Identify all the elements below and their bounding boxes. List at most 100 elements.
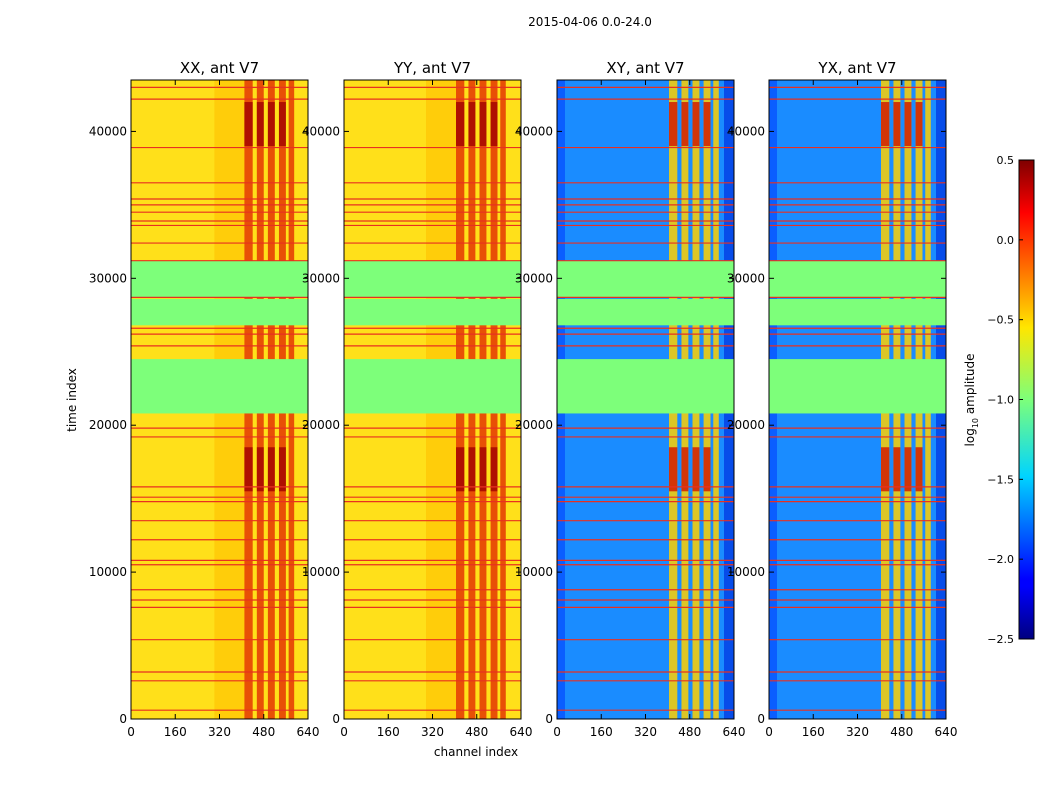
x-tick-label: 480: [465, 725, 488, 739]
strong-emission: [244, 447, 252, 491]
y-tick-label: 10000: [515, 565, 553, 579]
colorbar-tick-label: 0.0: [997, 234, 1015, 247]
colorbar-tick-label: −0.5: [987, 314, 1014, 327]
strong-emission: [905, 447, 912, 491]
strong-emission: [681, 447, 688, 491]
panel-2: XY, ant V7 0 160 320 480 640 0 10000 20000 30000 4…: [515, 59, 746, 739]
figure-title: 2015-04-06 0.0-24.0: [528, 15, 652, 29]
strong-emission: [693, 447, 700, 491]
x-tick-label: 160: [590, 725, 613, 739]
strong-emission: [893, 447, 900, 491]
flagged-band: [769, 359, 946, 413]
flagged-band: [344, 261, 521, 298]
y-tick-label: 40000: [302, 124, 340, 138]
y-tick-label: 20000: [515, 418, 553, 432]
colorbar-label-rest: amplitude: [963, 354, 977, 418]
x-tick-label: 640: [723, 725, 746, 739]
panel-title: YY, ant V7: [393, 59, 471, 77]
x-tick-label: 480: [252, 725, 275, 739]
strong-emission: [681, 102, 688, 146]
x-tick-label: 480: [678, 725, 701, 739]
strong-emission: [257, 447, 264, 491]
y-tick-label: 40000: [727, 124, 765, 138]
y-tick-label: 40000: [515, 124, 553, 138]
panel-1: YY, ant V7 0 160 320 480 640 0 10000 20000 30000 4…: [302, 59, 533, 739]
strong-emission: [279, 447, 286, 491]
y-axis-label: time index: [65, 368, 79, 432]
flagged-band: [131, 261, 308, 298]
x-tick-label: 160: [164, 725, 187, 739]
strong-emission: [468, 447, 475, 491]
strong-emission: [279, 102, 286, 146]
figure: 2015-04-06 0.0-24.0 XX, ant V7 0 160 320 480…: [0, 0, 1050, 800]
x-tick-label: 0: [765, 725, 773, 739]
colorbar-label-main: log: [963, 428, 977, 446]
x-tick-label: 320: [421, 725, 444, 739]
colorbar: 0.5 0.0 −0.5 −1.0 −1.5 −2.0 −2.5 log10 amplitud…: [963, 154, 1034, 646]
panel-title: XY, ant V7: [606, 59, 684, 77]
y-tick-label: 0: [119, 712, 127, 726]
strong-emission: [480, 102, 487, 146]
strong-emission: [491, 447, 498, 491]
x-tick-label: 320: [208, 725, 231, 739]
flagged-band: [769, 261, 946, 298]
y-tick-label: 30000: [727, 271, 765, 285]
strong-emission: [268, 447, 275, 491]
y-tick-label: 20000: [727, 418, 765, 432]
strong-emission: [704, 447, 711, 491]
y-tick-label: 0: [332, 712, 340, 726]
strong-emission: [456, 102, 464, 146]
panel-0: XX, ant V7 0 160 320 480 640 0 10000 20000 30000 4…: [89, 59, 320, 739]
strong-emission: [881, 447, 889, 491]
strong-emission: [905, 102, 912, 146]
strong-emission: [480, 447, 487, 491]
x-tick-label: 0: [340, 725, 348, 739]
y-tick-label: 10000: [302, 565, 340, 579]
y-tick-label: 30000: [302, 271, 340, 285]
colorbar-label: log10 amplitude: [963, 354, 980, 447]
y-tick-label: 40000: [89, 124, 127, 138]
strong-emission: [669, 102, 677, 146]
colorbar-tick-label: −1.0: [987, 394, 1014, 407]
flagged-band: [557, 299, 734, 325]
panel-title: YX, ant V7: [817, 59, 896, 77]
flagged-band: [557, 261, 734, 298]
y-tick-label: 20000: [302, 418, 340, 432]
panel-3: YX, ant V7 0 160 320 480 640 0 10000 20000 30000 4…: [727, 59, 958, 739]
colorbar-tick-label: −2.5: [987, 633, 1014, 646]
x-tick-label: 160: [377, 725, 400, 739]
strong-emission: [916, 102, 923, 146]
x-tick-label: 0: [127, 725, 135, 739]
x-tick-label: 480: [890, 725, 913, 739]
flagged-band: [344, 299, 521, 325]
y-tick-label: 0: [545, 712, 553, 726]
strong-emission: [491, 102, 498, 146]
x-tick-label: 160: [802, 725, 825, 739]
colorbar-tick-label: −1.5: [987, 473, 1014, 486]
x-tick-label: 640: [510, 725, 533, 739]
x-tick-label: 320: [634, 725, 657, 739]
strong-emission: [669, 447, 677, 491]
x-tick-label: 0: [553, 725, 561, 739]
strong-emission: [468, 102, 475, 146]
strong-emission: [704, 102, 711, 146]
strong-emission: [893, 102, 900, 146]
strong-emission: [916, 447, 923, 491]
y-tick-label: 20000: [89, 418, 127, 432]
strong-emission: [456, 447, 464, 491]
y-tick-label: 10000: [727, 565, 765, 579]
y-tick-label: 30000: [89, 271, 127, 285]
flagged-band: [769, 299, 946, 325]
panels: XX, ant V7 0 160 320 480 640 0 10000 20000 30000 4…: [89, 59, 958, 739]
strong-emission: [693, 102, 700, 146]
panel-title: XX, ant V7: [180, 59, 259, 77]
colorbar-label-sub: 10: [971, 418, 980, 428]
strong-emission: [268, 102, 275, 146]
x-axis-label: channel index: [434, 745, 518, 759]
x-tick-label: 640: [297, 725, 320, 739]
flagged-band: [131, 359, 308, 413]
colorbar-tick-label: 0.5: [997, 154, 1015, 167]
colorbar-tick-label: −2.0: [987, 553, 1014, 566]
x-tick-label: 640: [935, 725, 958, 739]
y-tick-label: 30000: [515, 271, 553, 285]
